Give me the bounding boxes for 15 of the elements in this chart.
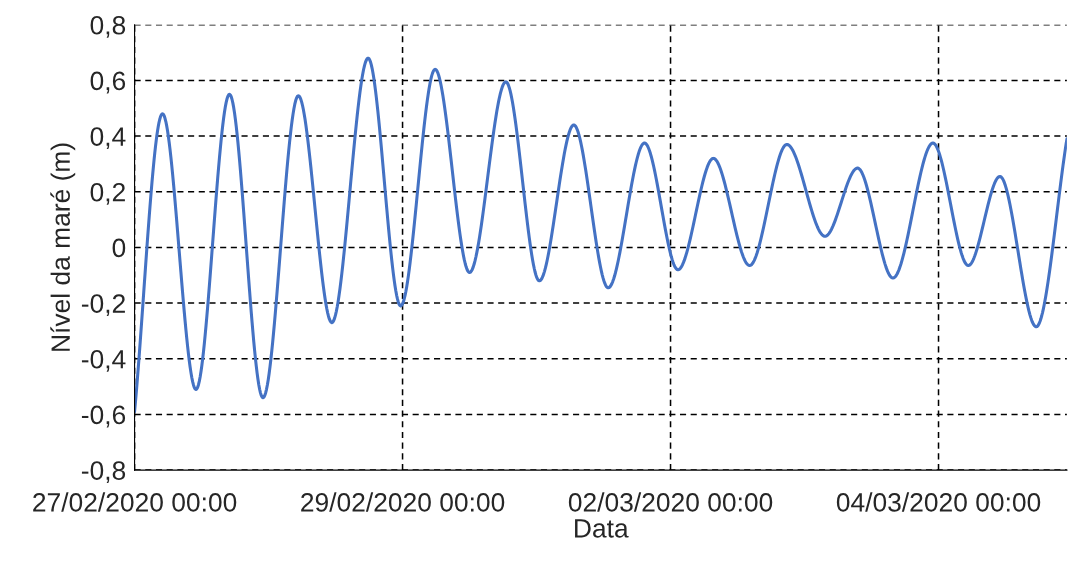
x-tick-label: 29/02/2020 00:00 <box>301 492 505 512</box>
y-tick-label: -0,6 <box>81 405 126 428</box>
y-tick-label: 0,4 <box>90 127 126 150</box>
x-tick-label: 27/02/2020 00:00 <box>33 492 237 512</box>
y-tick-label: 0 <box>112 238 126 258</box>
x-tick-label: 02/03/2020 00:00 <box>568 492 773 512</box>
y-tick-label: 0,2 <box>90 182 125 205</box>
y-tick-label: 0,6 <box>90 71 126 94</box>
x-axis-title: Data <box>575 519 629 538</box>
y-tick-label: -0,2 <box>81 294 125 317</box>
y-axis-title: Nível da maré (m) <box>50 143 76 351</box>
y-tick-label: 0,8 <box>90 15 126 38</box>
y-tick-label: -0,8 <box>81 461 126 484</box>
y-tick-label: -0,4 <box>81 349 126 372</box>
x-tick-label: 04/03/2020 00:00 <box>836 492 1041 512</box>
